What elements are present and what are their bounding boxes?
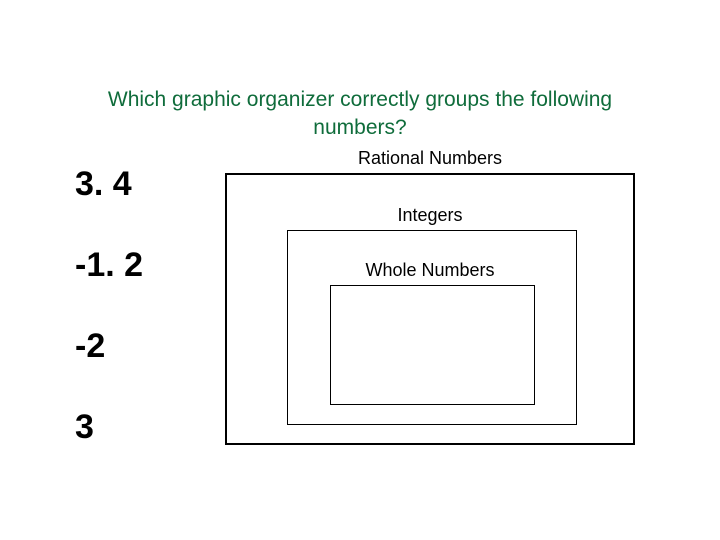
question-line-1: Which graphic organizer correctly groups… (108, 88, 612, 111)
number-item: -1. 2 (75, 246, 143, 285)
number-item: -2 (75, 327, 143, 366)
whole-box (330, 285, 535, 405)
number-item: 3. 4 (75, 165, 143, 204)
rational-label: Rational Numbers (225, 148, 635, 169)
question-line-2: numbers? (0, 114, 720, 142)
number-list: 3. 4 -1. 2 -2 3 (75, 165, 143, 447)
integers-label: Integers (225, 205, 635, 226)
number-item: 3 (75, 408, 143, 447)
whole-label: Whole Numbers (225, 260, 635, 281)
question-text: Which graphic organizer correctly groups… (0, 86, 720, 143)
slide-canvas: Which graphic organizer correctly groups… (0, 0, 720, 540)
venn-diagram: Rational Numbers Integers Whole Numbers (225, 145, 635, 445)
